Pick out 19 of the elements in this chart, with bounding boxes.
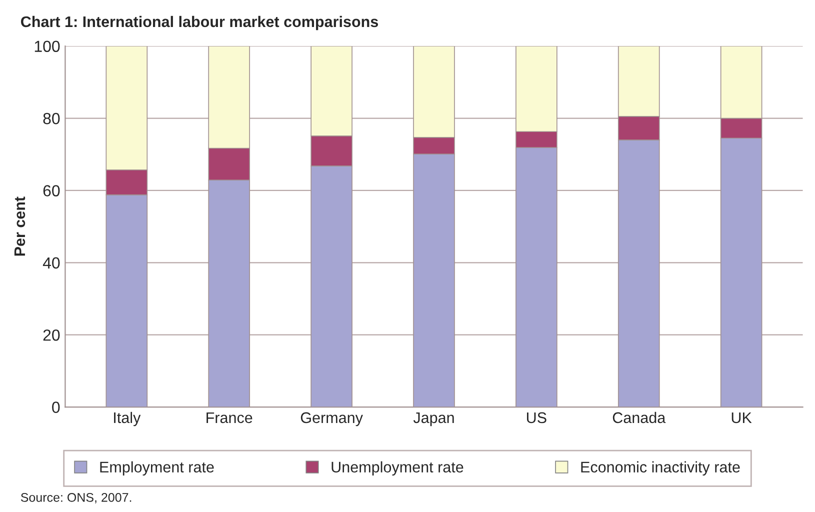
y-tick-label: 20 [43, 329, 60, 341]
y-tick-label: 100 [34, 40, 60, 52]
y-tick-label: 0 [52, 402, 60, 413]
legend-label: Economic inactivity rate [581, 461, 740, 476]
x-tick-label: Germany [300, 412, 363, 426]
y-axis-title: Per cent [14, 196, 26, 256]
y-tick-label: 40 [42, 257, 60, 269]
y-tick-label: 60 [43, 185, 60, 196]
x-tick-label: US [526, 412, 546, 424]
legend-label: Unemployment rate [332, 461, 464, 476]
x-tick-label: France [206, 412, 252, 424]
x-tick-label: Italy [114, 412, 141, 426]
chart-title: Chart 1: International labour market comparisons [21, 16, 378, 30]
x-tick-label: UK [732, 412, 752, 424]
legend-label: Employment rate [100, 461, 214, 476]
source-note: Source: ONS, 2007. [20, 493, 132, 504]
y-tick-label: 80 [43, 112, 60, 124]
x-tick-label: Japan [413, 412, 454, 426]
x-tick-label: Canada [612, 412, 666, 424]
